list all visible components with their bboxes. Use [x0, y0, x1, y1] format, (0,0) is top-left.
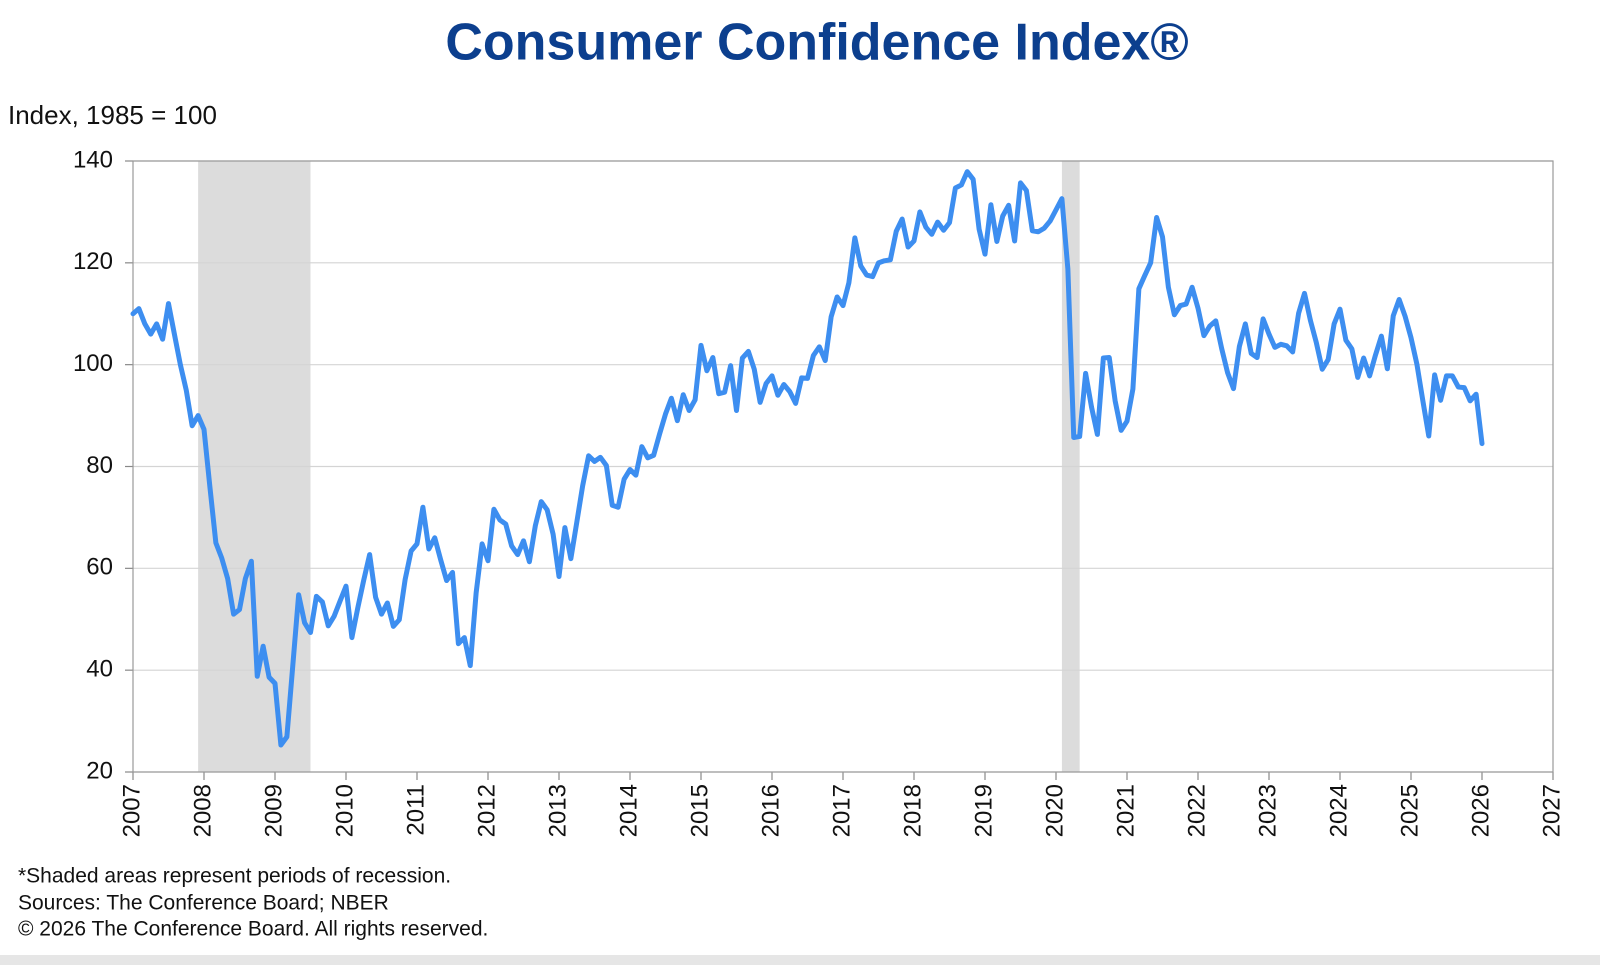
y-axis-label: Index, 1985 = 100 — [8, 100, 217, 130]
plot-area: 20 40 60 80 100 120 140 2007 2008 2009 2010 2011 201… — [73, 146, 1565, 837]
plot-frame — [132, 160, 1554, 773]
x-tick-label: 2015 — [686, 784, 713, 837]
bottom-strip — [0, 955, 1600, 965]
x-tick-label: 2018 — [899, 784, 926, 837]
y-tick-label: 140 — [73, 146, 113, 173]
y-tick-label: 80 — [86, 452, 113, 479]
x-tick-label: 2016 — [757, 784, 784, 837]
footnote: Sources: The Conference Board; NBER — [18, 892, 389, 915]
x-tick-label: 2027 — [1538, 784, 1565, 837]
x-tick-label: 2012 — [473, 784, 500, 837]
x-tick-label: 2007 — [118, 784, 145, 837]
footnote: © 2026 The Conference Board. All rights … — [18, 918, 488, 941]
x-tick-label: 2011 — [402, 784, 429, 836]
x-tick-label: 2023 — [1254, 784, 1281, 837]
x-tick-label: 2017 — [828, 784, 855, 837]
y-tick-label: 120 — [73, 248, 113, 275]
x-tick-label: 2024 — [1325, 784, 1352, 837]
y-tick-label: 100 — [73, 350, 113, 377]
y-tick-label: 20 — [86, 757, 113, 784]
x-tick-label: 2025 — [1396, 784, 1423, 837]
x-tick-label: 2026 — [1467, 784, 1494, 837]
x-tick-label: 2020 — [1041, 784, 1068, 837]
x-tick-label: 2022 — [1183, 784, 1210, 837]
data-line — [130, 169, 1485, 748]
footnote: *Shaded areas represent periods of reces… — [18, 865, 451, 888]
x-tick-label: 2008 — [189, 784, 216, 837]
x-tick-label: 2014 — [615, 784, 642, 837]
x-tick-label: 2021 — [1112, 784, 1139, 837]
y-tick-label: 60 — [86, 554, 113, 581]
x-tick-label: 2019 — [970, 784, 997, 837]
y-tick-label: 40 — [86, 656, 113, 683]
chart-title: Consumer Confidence Index® — [445, 14, 1188, 72]
x-tick-label: 2009 — [260, 784, 287, 837]
x-tick-label: 2013 — [544, 784, 571, 837]
x-tick-label: 2010 — [331, 784, 358, 837]
